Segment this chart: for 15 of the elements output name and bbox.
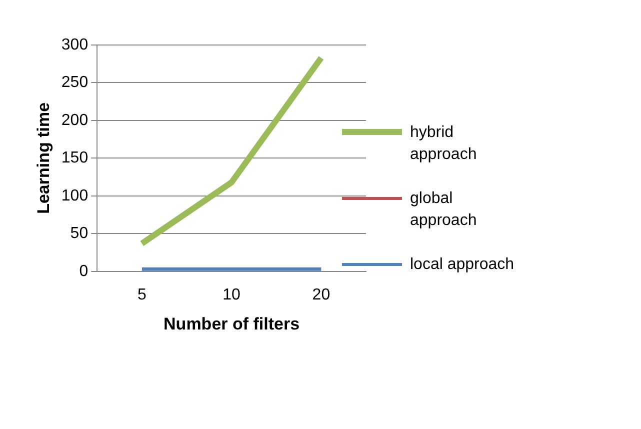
y-tick-label: 300 bbox=[61, 36, 88, 54]
y-tick-label: 150 bbox=[61, 150, 88, 167]
y-tick-label: 200 bbox=[61, 112, 88, 129]
legend-label: global approach bbox=[410, 189, 478, 231]
x-axis-title: Number of filters bbox=[164, 314, 300, 334]
y-tick-label: 50 bbox=[70, 225, 88, 242]
x-tick-label: 5 bbox=[137, 286, 146, 304]
y-axis-title: Learning time bbox=[34, 102, 53, 214]
y-tick-label: 250 bbox=[61, 74, 88, 92]
x-tick-label: 20 bbox=[312, 286, 330, 304]
legend-label: local approach bbox=[410, 255, 516, 275]
y-tick-label: 0 bbox=[79, 262, 88, 280]
x-tick-label: 10 bbox=[222, 286, 241, 304]
y-tick-label: 100 bbox=[61, 187, 88, 204]
legend-label: hybrid approach bbox=[410, 123, 478, 165]
